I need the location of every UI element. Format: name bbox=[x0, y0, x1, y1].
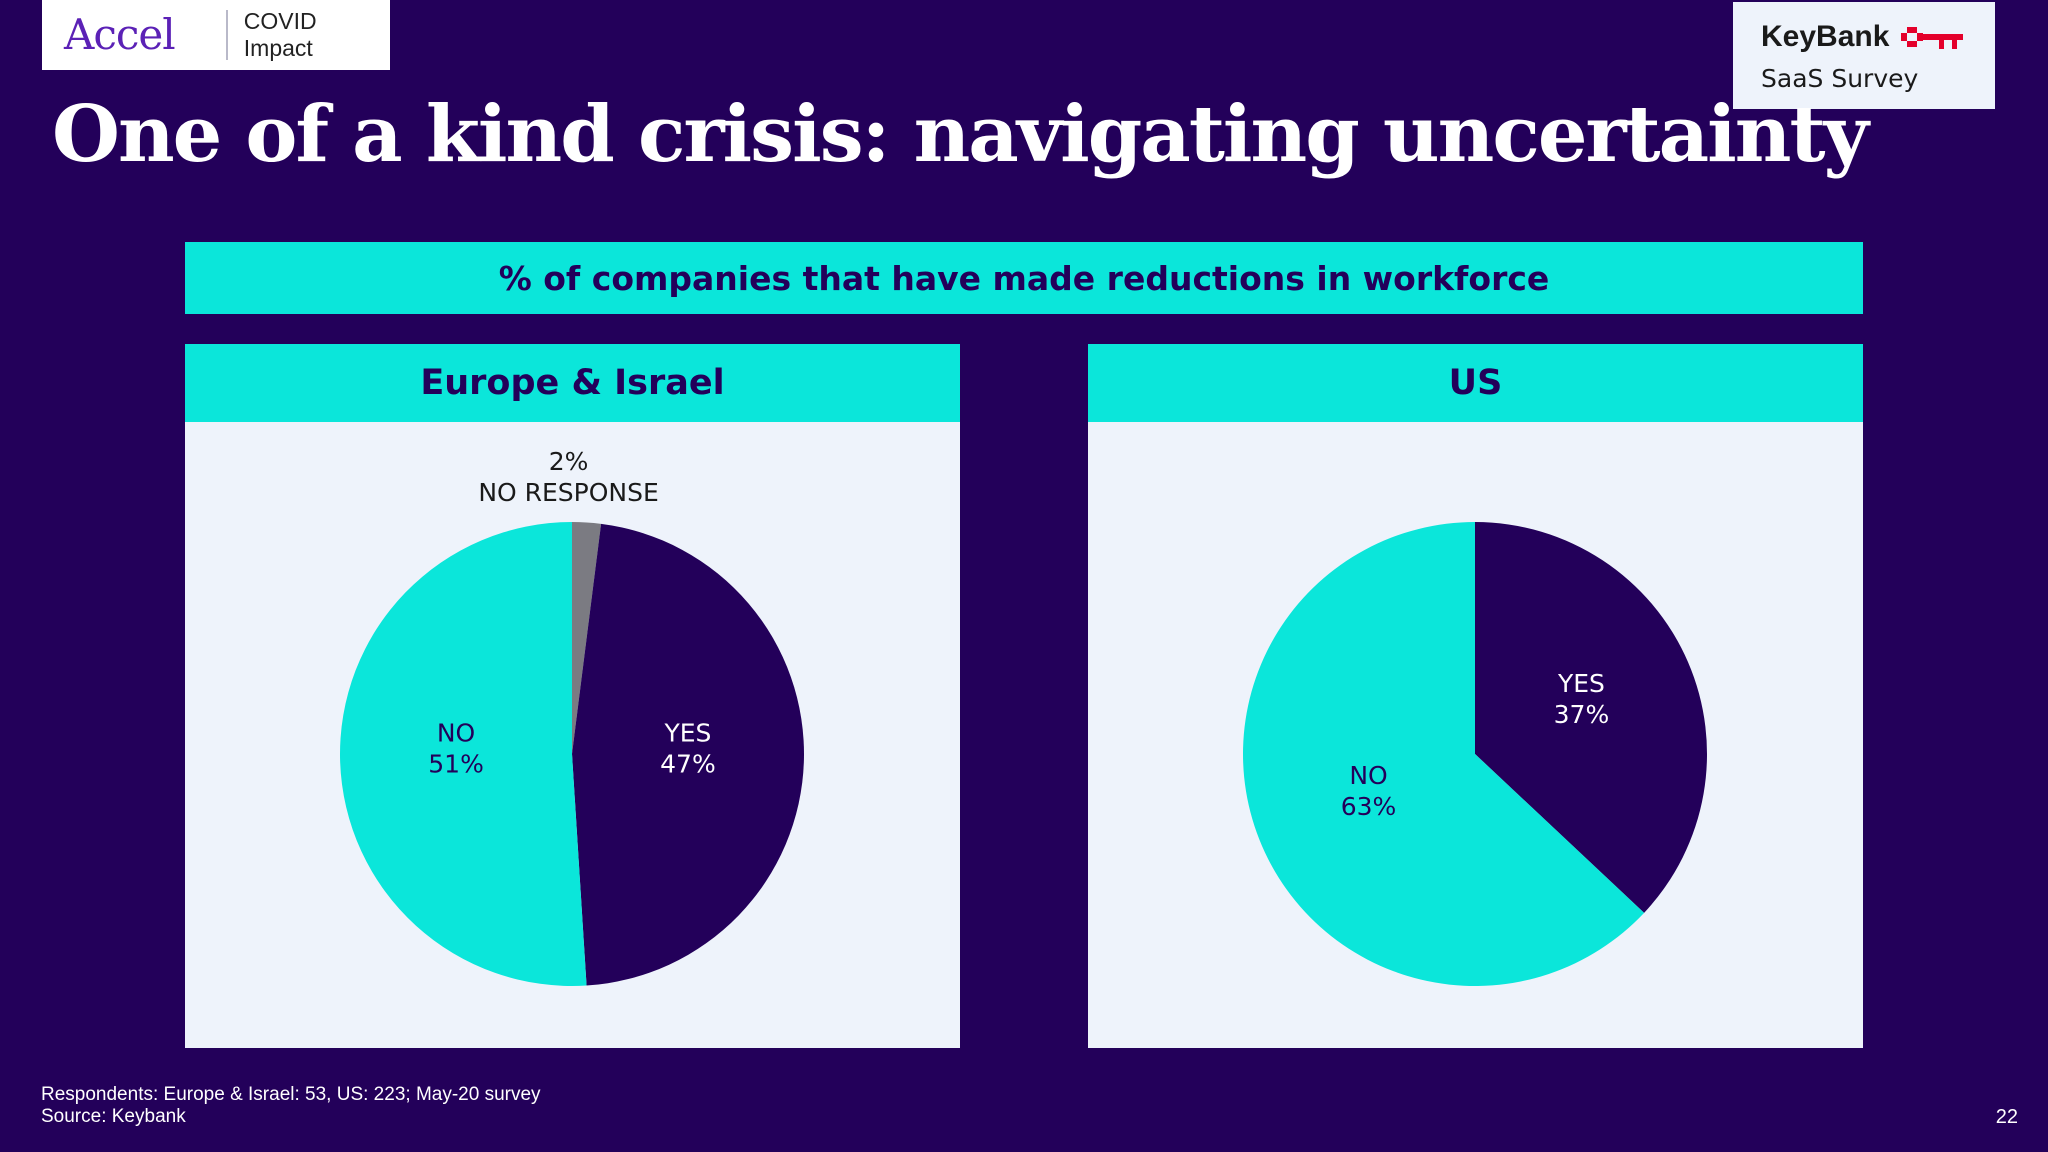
pie-label-line-2-no-response: NO RESPONSE bbox=[478, 478, 658, 507]
pie-label-line-2-no: 51% bbox=[428, 750, 484, 779]
pie-label-yes: YES 47% bbox=[660, 719, 716, 779]
brand-divider bbox=[225, 10, 228, 60]
pie-chart-europe-israel: 2% NO RESPONSE YES 47% NO 51% bbox=[339, 447, 804, 986]
accel-logo: Accel bbox=[64, 10, 176, 59]
panel-title-us: US bbox=[1088, 344, 1863, 422]
pie-label-line-1-no: NO bbox=[437, 719, 475, 748]
pie-label-no: NO 63% bbox=[1341, 761, 1397, 821]
footnote: Respondents: Europe & Israel: 53, US: 22… bbox=[41, 1084, 541, 1128]
pie-slice-yes bbox=[572, 523, 804, 986]
pie-slice-yes bbox=[1475, 522, 1707, 913]
accel-brand-box: Accel COVID Impact bbox=[42, 0, 390, 70]
pie-chart-us: YES 37% NO 63% bbox=[1243, 522, 1707, 987]
footnote-source: Source: Keybank bbox=[41, 1106, 186, 1127]
partner-subtitle: SaaS Survey bbox=[1761, 64, 1919, 93]
pie-label-line-1-yes: YES bbox=[663, 719, 711, 748]
partner-logo: KeyBank bbox=[1761, 20, 1967, 54]
pie-label-yes: YES 37% bbox=[1554, 669, 1610, 729]
chart-title-banner: % of companies that have made reductions… bbox=[185, 242, 1863, 314]
partner-box: KeyBank SaaS Survey bbox=[1733, 2, 1995, 109]
page-number: 22 bbox=[1995, 1106, 2018, 1128]
page-title: One of a kind crisis: navigating uncerta… bbox=[52, 89, 1869, 180]
panel-title-europe-israel: Europe & Israel bbox=[185, 344, 960, 422]
pie-label-line-2-no: 63% bbox=[1341, 792, 1397, 821]
pie-label-line-2-yes: 37% bbox=[1554, 700, 1610, 729]
footnote-respondents: Respondents: Europe & Israel: 53, US: 22… bbox=[41, 1084, 541, 1105]
pie-slice-no-response bbox=[572, 522, 602, 754]
pie-label-no: NO 51% bbox=[428, 719, 484, 779]
pie-label-no-response: 2% NO RESPONSE bbox=[478, 447, 658, 507]
pie-slice-no bbox=[1243, 522, 1645, 987]
pie-slice-no bbox=[339, 522, 587, 986]
pie-label-line-1-no-response: 2% bbox=[549, 447, 589, 476]
key-icon bbox=[1901, 27, 1964, 49]
partner-name: KeyBank bbox=[1761, 20, 1890, 53]
pie-label-line-1-yes: YES bbox=[1557, 669, 1605, 698]
brand-tag: COVID Impact bbox=[243, 8, 317, 61]
panel-europe-israel: Europe & Israel 2% NO RESPONSE YES 47% NO 51% bbox=[185, 344, 960, 1048]
panel-us: US YES 37% NO 63% bbox=[1088, 344, 1863, 1048]
pie-label-line-1-no: NO bbox=[1349, 761, 1387, 790]
pie-label-line-2-yes: 47% bbox=[660, 750, 716, 779]
